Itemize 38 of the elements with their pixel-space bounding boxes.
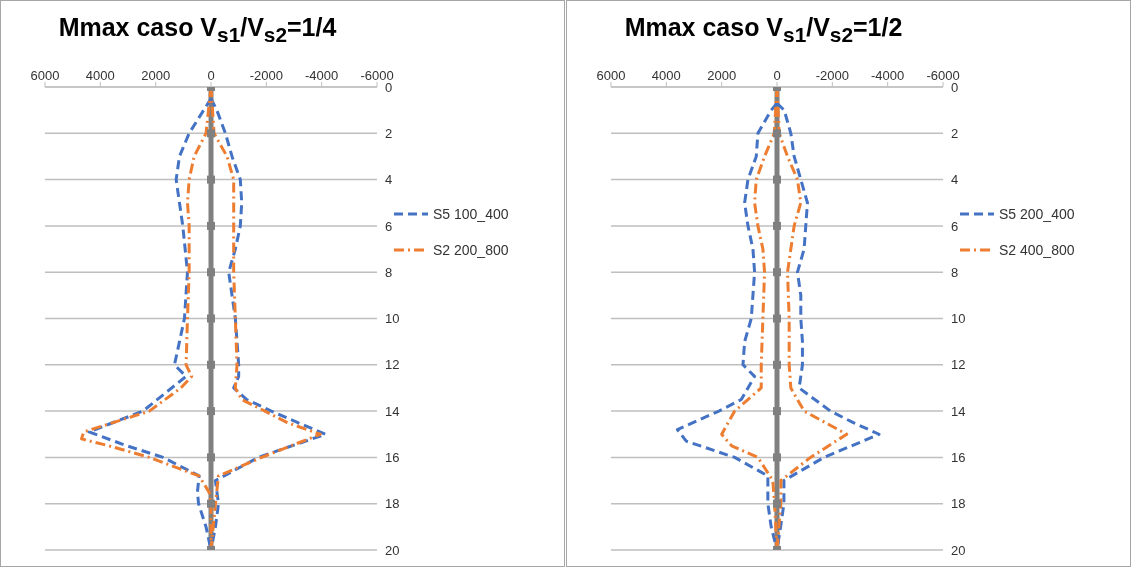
y-tick-label: 16 bbox=[951, 450, 966, 466]
y-tick-label: 18 bbox=[951, 496, 966, 512]
legend-label: S2 200_800 bbox=[433, 242, 509, 258]
x-tick-label: -2000 bbox=[249, 68, 283, 83]
x-tick-label: 2000 bbox=[141, 68, 171, 83]
y-tick-label: 4 bbox=[385, 172, 393, 188]
y-tick-label: 14 bbox=[951, 403, 966, 419]
legend-label: S5 200_400 bbox=[999, 206, 1075, 222]
y-tick-label: 4 bbox=[951, 172, 959, 188]
y-tick-label: 14 bbox=[385, 403, 400, 419]
y-tick-label: 2 bbox=[951, 125, 959, 141]
chart-title: Mmax caso V$_{s1}$/V$_{s2}$=1/4 bbox=[57, 12, 338, 48]
y-tick-label: 6 bbox=[951, 218, 959, 234]
chart-title: Mmax caso V$_{s1}$/V$_{s2}$=1/2 bbox=[623, 12, 904, 48]
y-tick-label: 18 bbox=[385, 496, 400, 512]
y-tick-label: 12 bbox=[385, 357, 400, 373]
x-tick-label: -4000 bbox=[871, 68, 905, 83]
x-tick-label: 4000 bbox=[85, 68, 115, 83]
x-tick-label: 0 bbox=[773, 68, 781, 83]
y-tick-label: 12 bbox=[951, 357, 966, 373]
y-tick-label: 8 bbox=[385, 264, 393, 280]
y-tick-label: 20 bbox=[951, 542, 966, 558]
y-tick-label: 8 bbox=[951, 264, 959, 280]
y-tick-label: 2 bbox=[385, 125, 393, 141]
legend-label: S5 100_400 bbox=[433, 206, 509, 222]
y-tick-label: 10 bbox=[951, 311, 966, 327]
x-tick-label: -4000 bbox=[305, 68, 339, 83]
x-tick-label: 2000 bbox=[707, 68, 737, 83]
x-tick-label: 4000 bbox=[651, 68, 681, 83]
y-tick-label: 16 bbox=[385, 450, 400, 466]
x-tick-label: -2000 bbox=[815, 68, 849, 83]
x-tick-label: 0 bbox=[207, 68, 215, 83]
y-tick-label: 6 bbox=[385, 218, 393, 234]
x-tick-label: 6000 bbox=[30, 68, 60, 83]
y-tick-label: 10 bbox=[385, 311, 400, 327]
y-tick-label: 20 bbox=[385, 542, 400, 558]
x-tick-label: 6000 bbox=[596, 68, 626, 83]
legend-label: S2 400_800 bbox=[999, 242, 1075, 258]
